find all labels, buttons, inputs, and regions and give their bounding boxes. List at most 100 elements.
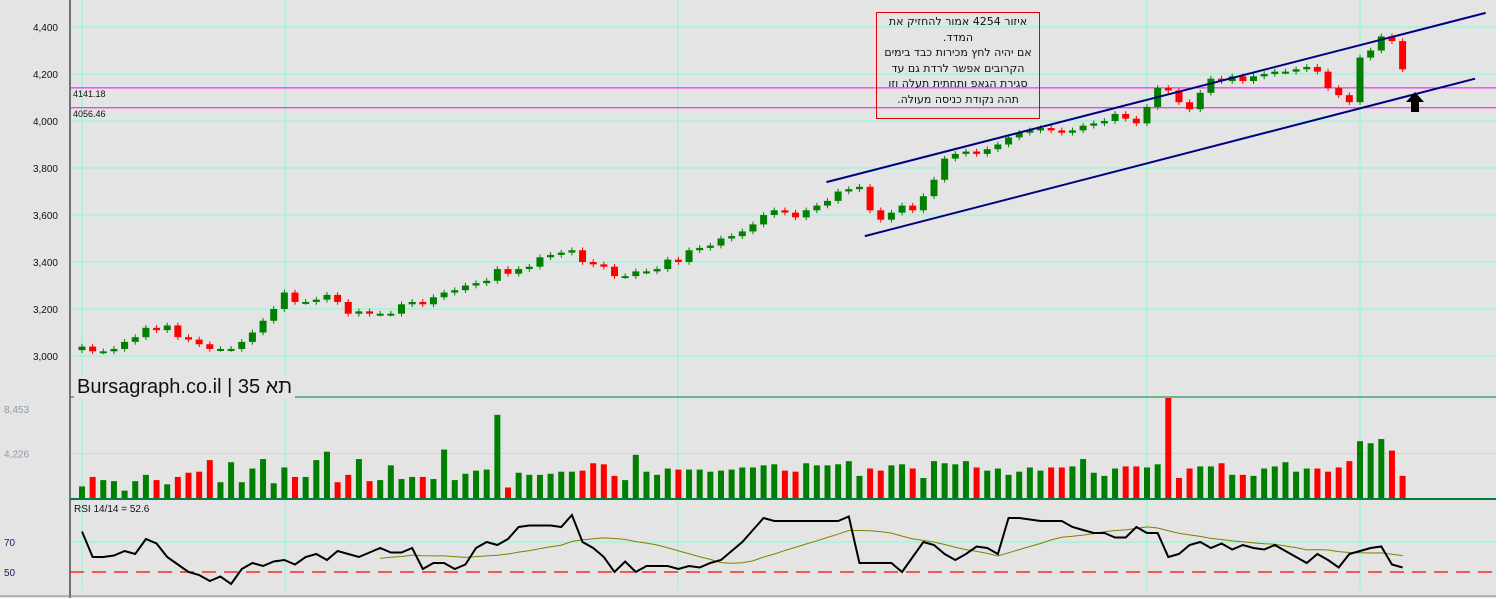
rsi-label: RSI 14/14 = 52.6 bbox=[74, 504, 150, 515]
volume-bar bbox=[1314, 468, 1321, 498]
volume-bar bbox=[1293, 471, 1300, 498]
candle-body bbox=[1388, 36, 1396, 42]
volume-bar bbox=[1218, 463, 1225, 498]
volume-bar bbox=[824, 465, 831, 498]
price-tick-label: 3,000 bbox=[33, 352, 58, 363]
volume-bar bbox=[803, 463, 810, 498]
volume-bar bbox=[323, 451, 330, 498]
candle-body bbox=[1324, 71, 1332, 89]
volume-bar bbox=[1367, 443, 1374, 498]
volume-bar bbox=[1197, 466, 1204, 498]
candle-body bbox=[1143, 106, 1151, 124]
candle-body bbox=[163, 325, 171, 331]
volume-bar bbox=[260, 459, 267, 498]
candle-body bbox=[483, 280, 491, 284]
candle-body bbox=[398, 304, 405, 314]
candle-body bbox=[962, 151, 970, 154]
volume-bar bbox=[1239, 474, 1246, 498]
candle-body bbox=[408, 301, 416, 305]
volume-bar bbox=[718, 470, 724, 498]
candle-body bbox=[685, 250, 693, 262]
candle-body bbox=[1335, 88, 1343, 96]
candle-body bbox=[461, 285, 469, 291]
volume-bar bbox=[100, 480, 107, 498]
volume-bar bbox=[1186, 468, 1193, 498]
candle-body bbox=[1196, 92, 1204, 110]
volume-bar bbox=[686, 469, 693, 498]
candle-body bbox=[1260, 74, 1268, 77]
candle-body bbox=[1356, 57, 1364, 103]
candle-body bbox=[1345, 95, 1353, 103]
candle-body bbox=[898, 205, 906, 213]
candle-body bbox=[792, 212, 800, 218]
candle-body bbox=[674, 259, 682, 262]
hline-label-upper: 4141.18 bbox=[73, 89, 106, 99]
candle-body bbox=[419, 301, 427, 305]
volume-bar bbox=[1250, 475, 1257, 498]
volume-bar bbox=[1037, 470, 1044, 498]
candle-body bbox=[89, 346, 97, 352]
volume-bar bbox=[430, 479, 437, 498]
volume-bar bbox=[1112, 468, 1119, 498]
candle-body bbox=[355, 311, 363, 314]
candle-body bbox=[941, 158, 949, 180]
channel-line-lower bbox=[864, 77, 1476, 238]
candle-body bbox=[1026, 130, 1034, 133]
candle-body bbox=[1037, 128, 1044, 131]
candle-body bbox=[1079, 125, 1087, 131]
volume-bar bbox=[973, 467, 980, 498]
volume-bar bbox=[451, 480, 458, 498]
volume-bar bbox=[867, 468, 874, 498]
candle-body bbox=[845, 189, 853, 192]
volume-bar bbox=[920, 477, 927, 498]
volume-bar bbox=[1154, 464, 1161, 498]
volume-bar bbox=[1165, 397, 1172, 498]
candle-body bbox=[760, 215, 768, 225]
candle-body bbox=[376, 313, 384, 316]
candle-body bbox=[525, 266, 533, 270]
candle-body bbox=[1100, 121, 1108, 124]
candle-body bbox=[802, 210, 810, 218]
candle-body bbox=[206, 344, 214, 349]
candle-body bbox=[1175, 90, 1183, 103]
candle-body bbox=[909, 205, 917, 211]
candle-body bbox=[1164, 88, 1172, 91]
volume-bar bbox=[568, 471, 575, 498]
volume-bar bbox=[558, 471, 565, 498]
channel-line-upper bbox=[826, 11, 1486, 184]
price-tick-label: 3,600 bbox=[33, 211, 58, 222]
candle-body bbox=[1015, 132, 1023, 138]
annotation-line: איזור 4254 אמור להחזיק את המדד. bbox=[888, 15, 1028, 44]
candle-body bbox=[121, 341, 129, 349]
volume-bar bbox=[1229, 474, 1236, 498]
volume-bar bbox=[1175, 477, 1182, 498]
candle-body bbox=[1367, 50, 1375, 58]
candle-body bbox=[579, 250, 587, 262]
volume-bar bbox=[547, 473, 554, 498]
candle-body bbox=[824, 200, 831, 206]
volume-bar bbox=[441, 449, 448, 498]
candle-body bbox=[99, 351, 107, 354]
candle-body bbox=[951, 153, 959, 159]
volume-bar bbox=[845, 461, 852, 498]
candle-body bbox=[1068, 130, 1076, 133]
volume-bar bbox=[1388, 450, 1395, 498]
price-tick-label: 3,400 bbox=[33, 258, 58, 269]
candle-body bbox=[642, 271, 650, 274]
price-tick-label: 4,400 bbox=[33, 23, 58, 34]
candle-body bbox=[1090, 123, 1098, 126]
candle-body bbox=[1250, 76, 1257, 82]
volume-bar bbox=[1282, 462, 1289, 498]
candle-body bbox=[291, 292, 299, 302]
volume-bar bbox=[1122, 466, 1129, 498]
candle-body bbox=[621, 276, 629, 279]
volume-bar bbox=[270, 483, 277, 498]
candle-body bbox=[664, 259, 672, 270]
volume-bar bbox=[313, 460, 320, 498]
candle-body bbox=[589, 262, 597, 265]
volume-bar bbox=[771, 464, 778, 498]
volume-bar bbox=[675, 469, 682, 498]
volume-bar bbox=[196, 471, 203, 498]
volume-bar bbox=[1144, 467, 1150, 498]
